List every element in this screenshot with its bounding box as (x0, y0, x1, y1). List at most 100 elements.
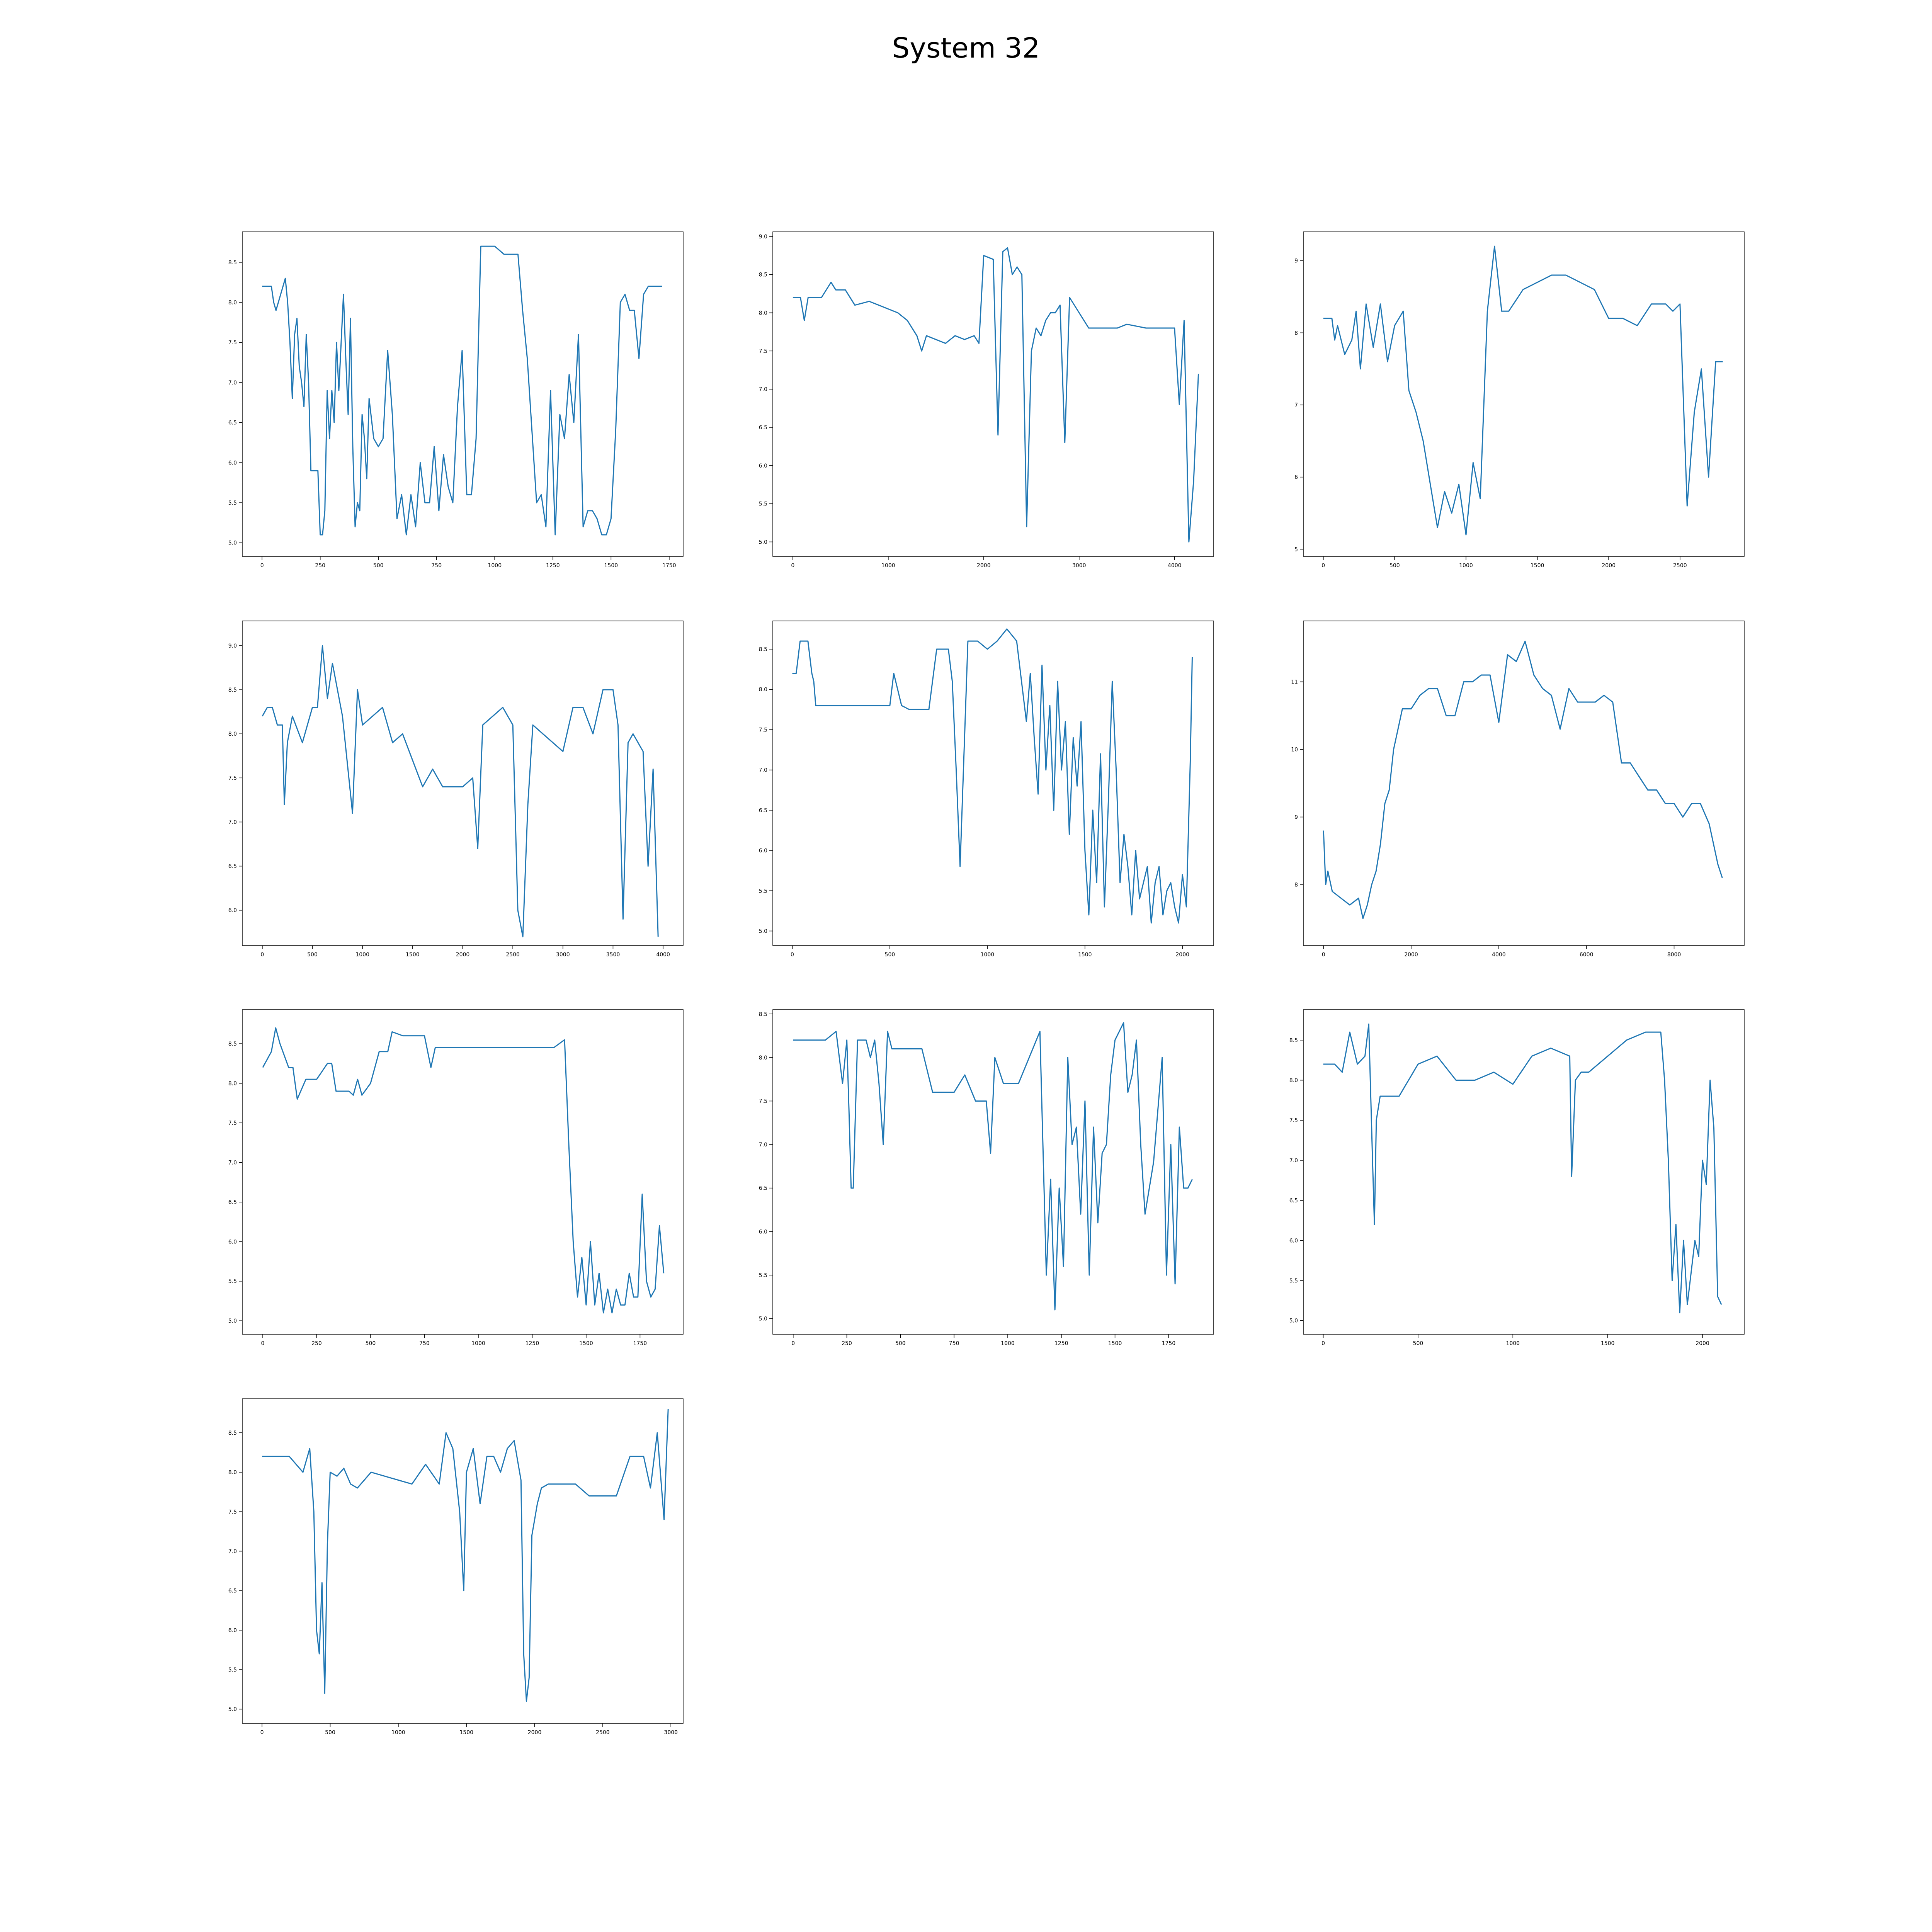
y-tick-label: 7.0 (228, 1160, 237, 1166)
x-tick-label: 1500 (579, 1340, 593, 1347)
y-tick-label: 8.0 (228, 300, 237, 306)
y-tick-label: 7.5 (228, 775, 237, 781)
subplot-8: 025050075010001250150017505.05.56.06.57.… (759, 1010, 1214, 1347)
x-tick-label: 4000 (656, 952, 670, 958)
x-tick-label: 1000 (1001, 1340, 1015, 1347)
x-tick-label: 1750 (1162, 1340, 1176, 1347)
y-tick-label: 8.5 (228, 1041, 237, 1047)
y-tick-label: 5.0 (228, 1318, 237, 1324)
x-tick-label: 8000 (1667, 952, 1681, 958)
x-tick-label: 1000 (981, 952, 995, 958)
subplot-3: 0500100015002000250056789 (1294, 232, 1744, 569)
y-tick-label: 5.0 (1289, 1318, 1298, 1324)
series-line (1323, 1024, 1722, 1313)
y-tick-label: 5.5 (759, 501, 767, 507)
y-tick-label: 6.0 (1289, 1238, 1298, 1244)
subplot-10: 0500100015002000250030005.05.56.06.57.07… (228, 1399, 683, 1736)
x-tick-label: 1000 (488, 563, 502, 569)
y-tick-label: 8 (1294, 330, 1298, 336)
y-tick-label: 8.0 (759, 310, 767, 316)
x-tick-label: 1000 (881, 563, 895, 569)
x-tick-label: 6000 (1580, 952, 1594, 958)
x-tick-label: 2500 (1673, 563, 1687, 569)
axes-frame (773, 621, 1214, 946)
x-tick-label: 1750 (662, 563, 676, 569)
x-tick-label: 0 (260, 563, 264, 569)
y-tick-label: 7.0 (759, 386, 767, 393)
y-tick-label: 7.0 (759, 1142, 767, 1148)
y-tick-label: 8.0 (759, 1055, 767, 1061)
series-line (793, 1023, 1192, 1310)
y-tick-label: 5.0 (759, 539, 767, 545)
x-tick-label: 1750 (633, 1340, 647, 1347)
x-tick-label: 0 (1321, 1340, 1325, 1347)
subplot-7: 025050075010001250150017505.05.56.06.57.… (228, 1010, 683, 1347)
y-tick-label: 7.5 (759, 727, 767, 733)
x-tick-label: 2000 (1696, 1340, 1709, 1347)
y-tick-label: 7.0 (759, 767, 767, 774)
y-tick-label: 7.0 (228, 1548, 237, 1554)
x-tick-label: 1000 (355, 952, 369, 958)
x-tick-label: 500 (895, 1340, 906, 1347)
x-tick-label: 2000 (1404, 952, 1418, 958)
x-tick-label: 2000 (456, 952, 470, 958)
y-tick-label: 6.5 (759, 808, 767, 814)
y-tick-label: 6.0 (759, 848, 767, 854)
x-tick-label: 2000 (528, 1730, 542, 1736)
y-tick-label: 6.5 (759, 425, 767, 431)
y-tick-label: 5.5 (228, 1279, 237, 1285)
x-tick-label: 2000 (1602, 563, 1616, 569)
x-tick-label: 750 (949, 1340, 959, 1347)
y-tick-label: 7.5 (1289, 1117, 1298, 1124)
subplot-5: 05001000150020005.05.56.06.57.07.58.08.5 (759, 621, 1214, 958)
axes-frame (242, 1010, 683, 1334)
y-tick-label: 9.0 (759, 234, 767, 240)
x-tick-label: 2000 (977, 563, 991, 569)
x-tick-label: 1000 (471, 1340, 485, 1347)
y-tick-label: 6 (1294, 474, 1298, 481)
x-tick-label: 2000 (1175, 952, 1189, 958)
y-tick-label: 7 (1294, 402, 1298, 408)
y-tick-label: 7.5 (759, 1098, 767, 1104)
y-tick-label: 7.0 (228, 380, 237, 386)
x-tick-label: 1500 (459, 1730, 473, 1736)
y-tick-label: 5.5 (228, 500, 237, 506)
x-tick-label: 0 (1322, 952, 1325, 958)
subplot-6: 02000400060008000891011 (1291, 621, 1744, 958)
x-tick-label: 500 (307, 952, 318, 958)
y-tick-label: 7.5 (228, 340, 237, 346)
x-tick-label: 1500 (1601, 1340, 1615, 1347)
y-tick-label: 8.5 (1289, 1037, 1298, 1044)
series-line (262, 646, 658, 937)
y-tick-label: 6.5 (228, 1588, 237, 1594)
x-tick-label: 0 (791, 563, 794, 569)
x-tick-label: 1000 (1459, 563, 1473, 569)
x-tick-label: 1250 (1054, 1340, 1068, 1347)
series-line (262, 246, 662, 535)
series-line (1323, 246, 1723, 535)
x-tick-label: 1500 (604, 563, 618, 569)
y-tick-label: 9 (1294, 258, 1298, 264)
y-tick-label: 8 (1294, 882, 1298, 888)
x-tick-label: 1500 (406, 952, 420, 958)
x-tick-label: 500 (885, 952, 895, 958)
y-tick-label: 5.5 (759, 888, 767, 894)
x-tick-label: 250 (311, 1340, 322, 1347)
y-tick-label: 6.5 (228, 1199, 237, 1206)
y-tick-label: 7.5 (759, 348, 767, 354)
x-tick-label: 250 (315, 563, 325, 569)
x-tick-label: 2500 (596, 1730, 610, 1736)
y-tick-label: 6.0 (759, 1229, 767, 1235)
x-tick-label: 4000 (1492, 952, 1506, 958)
x-tick-label: 2500 (506, 952, 520, 958)
y-tick-label: 5.5 (1289, 1278, 1298, 1284)
x-tick-label: 250 (842, 1340, 852, 1347)
x-tick-label: 1000 (391, 1730, 405, 1736)
y-tick-label: 5 (1294, 546, 1298, 553)
x-tick-label: 0 (260, 952, 264, 958)
x-tick-label: 0 (791, 952, 794, 958)
y-tick-label: 6.0 (228, 908, 237, 914)
x-tick-label: 1500 (1108, 1340, 1122, 1347)
y-tick-label: 6.0 (759, 463, 767, 469)
x-tick-label: 0 (261, 1340, 265, 1347)
